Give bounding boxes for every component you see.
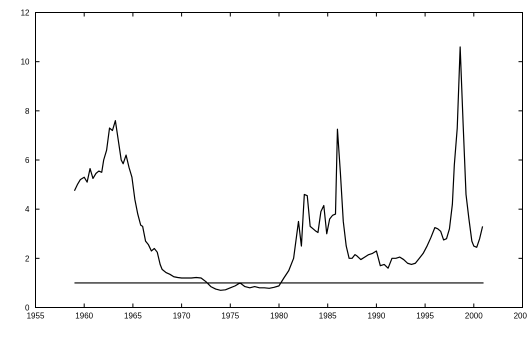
- y-tick-label: 12: [21, 9, 30, 18]
- y-axis-ticks: [35, 12, 523, 308]
- plot-frame: [35, 12, 523, 308]
- series-line-main: [73, 46, 484, 291]
- x-tick-label: 1955: [27, 312, 45, 321]
- y-tick-label: 0: [25, 304, 30, 313]
- y-tick-label: 6: [25, 156, 30, 165]
- x-tick-label: 1980: [270, 312, 288, 321]
- x-tick-label: 1995: [416, 312, 434, 321]
- series-layer: [73, 46, 484, 291]
- y-tick-label: 8: [25, 107, 30, 116]
- x-tick-label: 1990: [368, 312, 386, 321]
- y-tick-label: 4: [25, 205, 30, 214]
- y-tick-label: 10: [21, 58, 30, 67]
- x-tick-label: 1985: [319, 312, 337, 321]
- x-tick-label: 2000: [465, 312, 483, 321]
- x-tick-label: 2005: [514, 312, 527, 321]
- x-axis-tick-labels: 1955 1960 1965 1970 1975 1980 1985 1990 1995 2000…: [27, 312, 527, 321]
- x-axis-ticks: [35, 12, 523, 308]
- x-tick-label: 1975: [221, 312, 239, 321]
- x-tick-label: 1965: [124, 312, 142, 321]
- x-tick-label: 1970: [173, 312, 191, 321]
- x-tick-label: 1960: [75, 312, 93, 321]
- y-axis-tick-labels: 0 2 4 6 8 10 12: [21, 9, 30, 313]
- y-tick-label: 2: [25, 254, 30, 263]
